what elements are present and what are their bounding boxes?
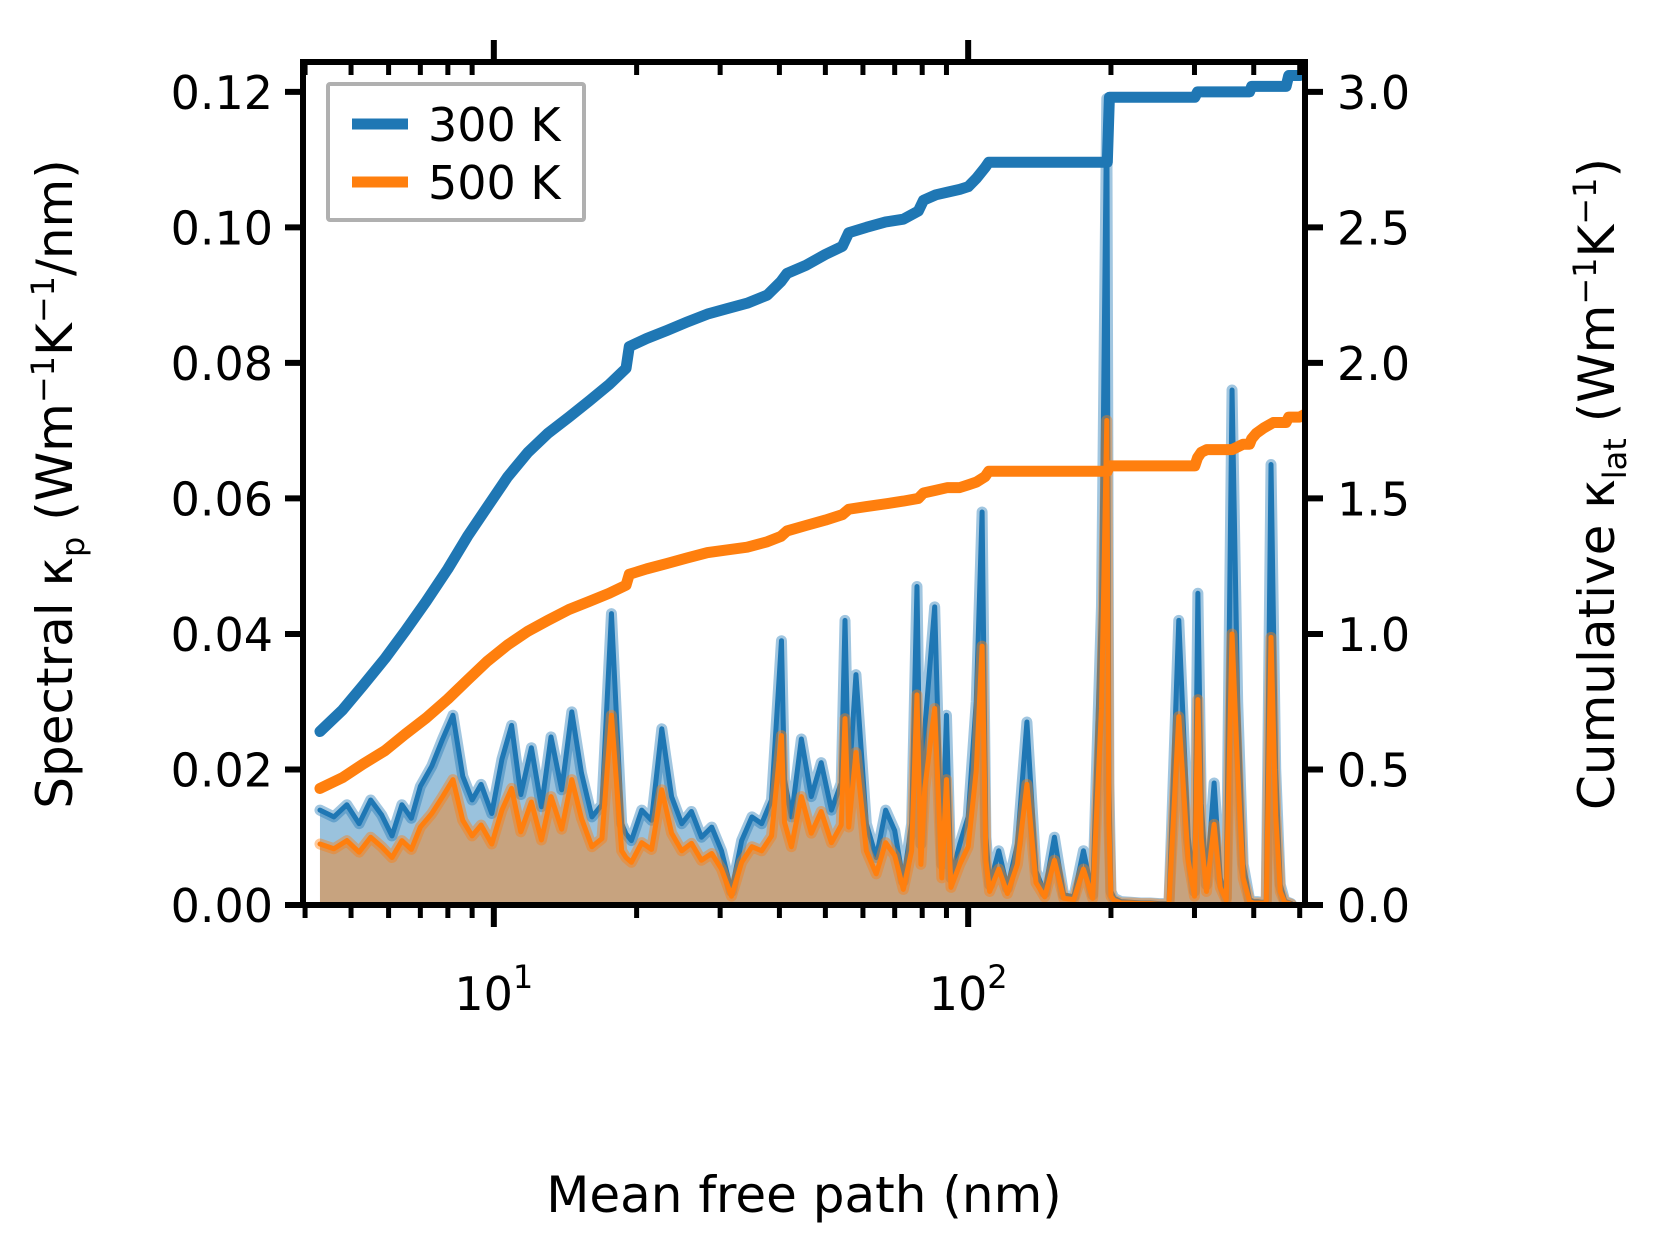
x-tick-label-0: 101 xyxy=(454,958,533,1021)
y-right-axis-label: Cumulative κlat (Wm−1K−1) xyxy=(1566,158,1634,810)
y-right-tick-label-1: 2.5 xyxy=(1337,201,1410,255)
data-series-layer xyxy=(314,67,1305,905)
x-tick-base-0: 10 xyxy=(454,967,513,1021)
axis-ticks xyxy=(285,40,1323,927)
x-tick-base-1: 10 xyxy=(929,967,988,1021)
spectral-line-500k xyxy=(317,417,1294,905)
axes-frame xyxy=(300,59,1308,908)
y-right-tick-label-6: 0.0 xyxy=(1337,879,1410,933)
y-right-tick-label-4: 1.0 xyxy=(1337,608,1410,662)
spectral-area-300k xyxy=(319,98,1292,905)
y-right-sub: lat xyxy=(1596,438,1634,479)
x-tick-exp-1: 2 xyxy=(987,958,1007,996)
y-left-tick-label-3: 0.06 xyxy=(171,472,273,526)
y-left-tick-label-1: 0.10 xyxy=(171,201,273,255)
spectral-area-500k xyxy=(319,420,1292,905)
y-right-tick-label-5: 0.5 xyxy=(1337,743,1410,797)
y-left-tick-label-0: 0.12 xyxy=(171,66,273,120)
y-right-tick-label-0: 3.0 xyxy=(1337,66,1410,120)
y-right-unit-open: (Wm xyxy=(1568,305,1626,439)
legend-label-300k: 300 K xyxy=(428,98,562,152)
y-right-tail: ) xyxy=(1568,158,1626,178)
y-left-axis-label: Spectral κp (Wm−1K−1/nm) xyxy=(24,159,92,809)
y-right-lead: Cumulative κ xyxy=(1568,479,1626,810)
y-left-sub: p xyxy=(54,537,92,557)
y-left-mid: K xyxy=(26,322,84,356)
y-right-tick-label-2: 2.0 xyxy=(1337,337,1410,391)
y-right-mid: K xyxy=(1568,223,1626,257)
y-left-tick-label-2: 0.08 xyxy=(171,337,273,391)
y-left-unit-open: (Wm xyxy=(26,403,84,537)
y-left-tick-label-6: 0.00 xyxy=(171,879,273,933)
y-right-tick-label-3: 1.5 xyxy=(1337,472,1410,526)
x-tick-label-1: 102 xyxy=(929,958,1008,1021)
y-right-exp2: −1 xyxy=(1566,178,1604,225)
y-left-tick-label-5: 0.02 xyxy=(171,743,273,797)
y-left-lead: Spectral κ xyxy=(26,557,84,809)
y-left-tail: /nm) xyxy=(26,159,84,276)
x-axis-label: Mean free path (nm) xyxy=(546,1166,1062,1224)
cumulative-line-500k xyxy=(314,408,1305,794)
axis-tick-labels: 0.120.100.080.060.040.020.003.02.52.01.5… xyxy=(171,66,1411,1021)
cumulative-line-300k xyxy=(314,67,1305,738)
x-tick-exp-0: 1 xyxy=(513,958,533,996)
legend-label-500k: 500 K xyxy=(428,156,562,210)
y-left-exp1: −1 xyxy=(24,356,62,403)
y-left-exp2: −1 xyxy=(24,276,62,323)
y-left-tick-label-4: 0.04 xyxy=(171,608,273,662)
y-right-exp1: −1 xyxy=(1566,257,1604,304)
